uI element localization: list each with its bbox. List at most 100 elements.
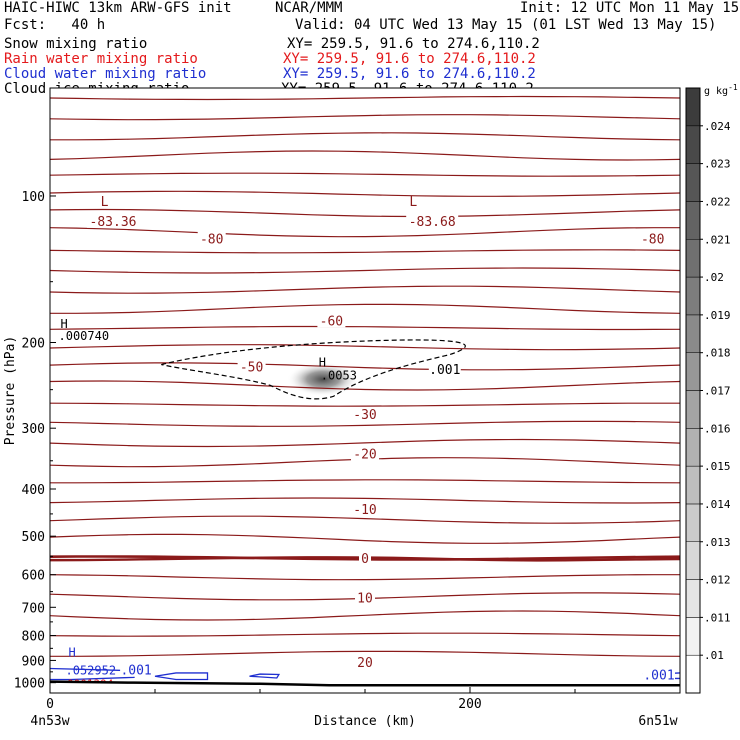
temperature-label: -60 [320,314,343,329]
temperature-contour [50,515,680,524]
zero-degree-isotherm [49,556,681,562]
legend-level-label: .02 [704,271,724,284]
y-tick-label: 1000 [14,677,45,692]
legend-color-box [685,352,701,391]
cloud-ice-label: .001 [429,363,460,378]
cloud-water-label-bg [120,662,153,677]
field-xy-cloud-water: XY= 259.5, 91.6 to 274.6,110.2 [283,66,536,82]
temperature-label: -30 [353,408,376,423]
y-tick-label: 800 [22,630,45,645]
temperature-label-bg [359,550,371,565]
y-tick-label: 100 [22,190,45,205]
snow-max-value: .0053 [321,369,357,383]
cloud-ice-contour [161,339,466,400]
legend-level-label: .018 [704,347,731,360]
temperature-label: -83.68 [409,215,456,230]
field-xy-snow: XY= 259.5, 91.6 to 274.6,110.2 [287,36,540,52]
legend-level-label: .011 [704,611,731,624]
temperature-label-bg [237,359,266,374]
legend-level-label: .013 [704,536,731,549]
temperature-label-bg [87,213,139,228]
legend-color-box [685,428,701,467]
temperature-contour [50,172,680,177]
temperature-label: -83.36 [90,215,137,230]
temperature-minimum-marker: L [409,195,417,210]
model-title: HAIC-HIWC 13km ARW-GFS init [4,0,232,16]
forecast-hour: Fcst: 40 h [4,17,106,33]
legend-color-box [685,276,701,316]
legend-level-label: .015 [704,460,731,473]
y-tick-label: 400 [22,483,45,498]
valid-time: Valid: 04 UTC Wed 13 May 15 (01 LST Wed … [295,17,717,33]
field-name-cloud-water: Cloud water mixing ratio [4,66,207,82]
cloud-ice-max-marker: H [61,317,68,331]
legend-level-label: .017 [704,385,731,398]
temperature-contour [50,190,680,197]
legend-level-label: .023 [704,158,731,171]
temperature-contour [50,114,680,121]
cloud-water-max-marker: H [69,645,76,659]
temperature-contour [50,650,680,657]
legend-color-box [685,390,701,429]
legend-color-box [685,617,701,656]
x-end-location: 6n51w [638,714,677,729]
snow-max-marker: H [319,356,326,370]
cloud-ice-label-bg [428,362,461,377]
field-xy-rain: XY= 259.5, 91.6 to 274.6,110.2 [283,51,536,67]
x-tick-label: 200 [458,697,481,712]
init-time: Init: 12 UTC Mon 11 May 15 [520,0,740,16]
temperature-label-bg [351,407,379,422]
temperature-contour [50,132,680,141]
temperature-contour [50,574,680,581]
legend-color-box [685,314,701,353]
field-name-snow: Snow mixing ratio [4,36,148,52]
temperature-minimum-marker: L [101,195,109,210]
legend-level-label: .024 [704,120,731,133]
terrain-surface-line [49,680,680,687]
temperature-label: 10 [357,591,373,606]
legend-unit: g kg-1 [704,83,738,97]
temperature-label-bg [317,313,346,328]
legend-level-label: .014 [704,498,731,511]
legend-color-box [685,239,701,278]
temperature-label-bg [355,590,375,605]
legend-color-box [685,201,701,240]
temperature-label: -80 [200,233,223,248]
legend-color-box [685,503,701,542]
temperature-contour [50,479,680,484]
temperature-contour [50,325,680,331]
legend-color-box [685,541,701,580]
legend-color-box [685,579,701,618]
temperature-contour [50,380,680,391]
y-tick-label: 700 [22,601,45,616]
legend-level-label: .022 [704,195,731,208]
temperature-label-bg [351,502,379,517]
cloud-water-contour [49,667,135,681]
legend-level-label: .012 [704,574,731,587]
x-tick-label: 0 [46,697,54,712]
legend-color-box [685,163,701,202]
temperature-label-bg [406,213,459,228]
temperature-contour [50,249,680,254]
cloud-water-contour [154,672,209,681]
cloud-water-max-value: .052952 [66,663,117,677]
temperature-label-bg [638,231,667,246]
y-tick-label: 200 [22,336,45,351]
cloud-water-contour [249,673,281,679]
cloud-water-label-bg [643,667,675,682]
legend-color-box [685,465,701,505]
temperature-label-bg [197,231,226,246]
temperature-contour [50,150,680,161]
temperature-contour [50,610,680,621]
cloud-ice-max-value: .000740 [59,329,110,343]
temperature-label: -80 [641,233,664,248]
temperature-contour [50,362,680,371]
temperature-label: 20 [357,656,373,671]
temperature-label-bg [351,446,379,461]
legend-level-label: .016 [704,422,731,435]
y-tick-label: 900 [22,654,45,669]
field-name-rain: Rain water mixing ratio [4,51,198,67]
legend-color-box [685,125,701,164]
temperature-contour [50,533,680,544]
temperature-contour [50,267,680,274]
